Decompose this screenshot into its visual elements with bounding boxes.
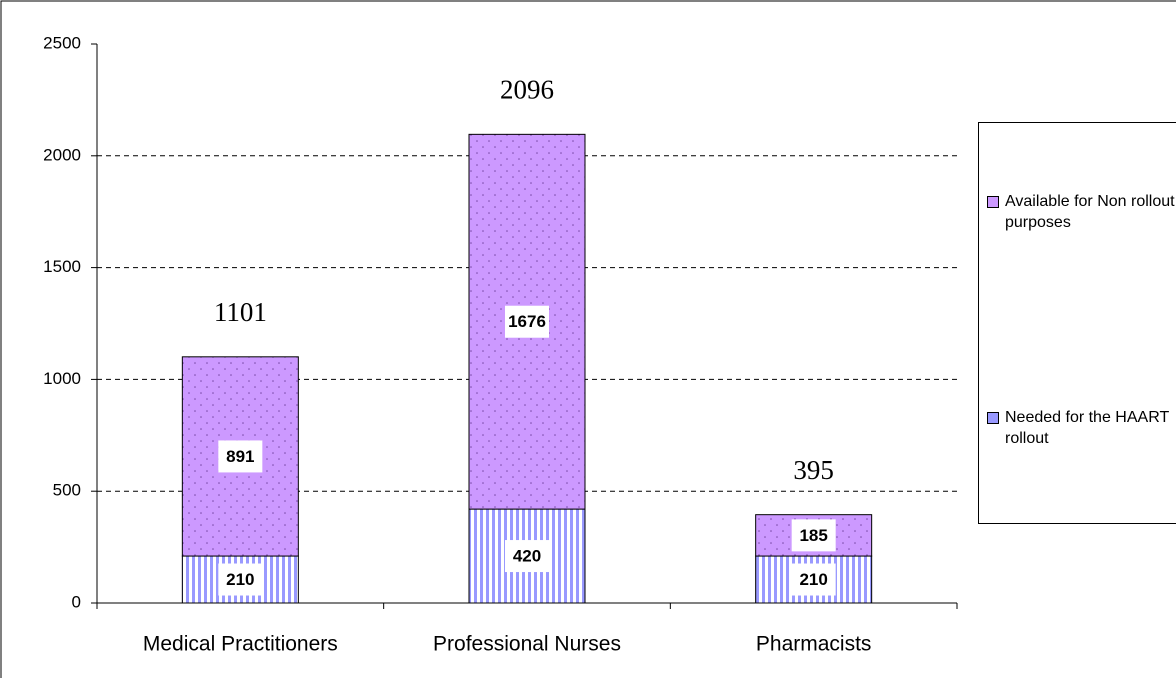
y-tick-label: 500 <box>53 481 81 500</box>
legend-swatch <box>987 412 999 424</box>
data-label: 210 <box>226 570 254 589</box>
data-label: 185 <box>799 526 827 545</box>
legend-swatch <box>987 196 999 208</box>
x-tick-label: Pharmacists <box>756 633 872 656</box>
data-label-box <box>791 519 836 552</box>
data-label: 420 <box>513 547 541 566</box>
x-tick-label: Medical Practitioners <box>143 633 338 656</box>
y-tick-label: 2000 <box>43 145 81 164</box>
y-tick-label: 2500 <box>43 33 81 52</box>
total-label: 2096 <box>500 75 554 105</box>
y-tick-label: 0 <box>72 592 81 611</box>
data-label: 1676 <box>508 312 546 331</box>
data-label: 891 <box>226 447 254 466</box>
legend: Needed for the HAART rollout Available fo… <box>978 122 1176 524</box>
y-tick-label: 1500 <box>43 257 81 276</box>
legend-label: Needed for the HAART rollout <box>1005 409 1169 447</box>
y-tick-label: 1000 <box>43 369 81 388</box>
x-tick-label: Professional Nurses <box>433 633 621 656</box>
legend-entry: Available for Non rollout purposes <box>987 191 1176 233</box>
data-label-box <box>505 305 549 338</box>
legend-label: Available for Non rollout purposes <box>1005 193 1175 231</box>
data-label-box <box>218 563 263 596</box>
data-label-box <box>791 563 836 596</box>
total-label: 395 <box>793 455 834 485</box>
data-label-box <box>218 440 263 473</box>
data-label: 210 <box>799 570 827 589</box>
total-label: 1101 <box>214 297 267 327</box>
legend-entry: Needed for the HAART rollout <box>987 407 1176 449</box>
data-label-box <box>505 540 549 573</box>
